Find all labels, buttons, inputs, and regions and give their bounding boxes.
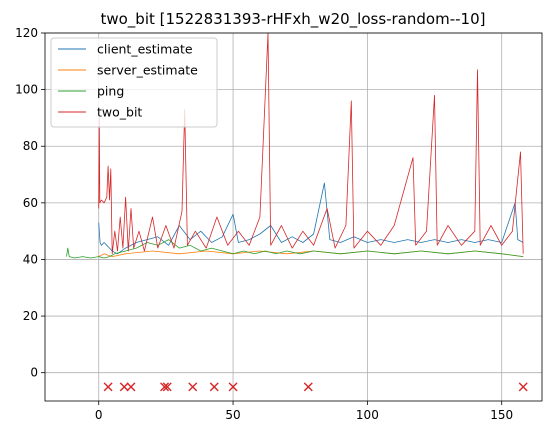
loss-marker xyxy=(103,382,113,392)
axes-frame xyxy=(44,32,543,402)
legend-box xyxy=(50,37,218,128)
legend-label: ping xyxy=(97,84,124,99)
x-axis-ticks: 0 50 100 150 xyxy=(95,401,513,422)
loss-markers xyxy=(103,382,528,392)
loss-marker xyxy=(188,382,198,392)
legend-label: client_estimate xyxy=(97,42,193,57)
x-tick-label: 150 xyxy=(490,408,513,422)
loss-marker xyxy=(518,382,528,392)
loss-marker xyxy=(126,382,136,392)
x-tick-label: 100 xyxy=(356,408,379,422)
y-tick-label: 120 xyxy=(15,26,38,40)
series-line-ping xyxy=(66,239,524,259)
loss-marker xyxy=(119,382,129,392)
y-axis-ticks: 0 20 40 60 80 100 120 xyxy=(15,26,45,380)
x-tick-label: 0 xyxy=(95,408,103,422)
legend-label: server_estimate xyxy=(97,63,198,78)
loss-marker xyxy=(228,382,238,392)
y-tick-label: 0 xyxy=(30,366,38,380)
series-lines xyxy=(66,32,524,259)
loss-marker xyxy=(209,382,219,392)
loss-marker xyxy=(303,382,313,392)
y-tick-label: 20 xyxy=(23,309,38,323)
loss-marker xyxy=(162,382,172,392)
y-tick-label: 100 xyxy=(15,83,38,97)
legend-label: two_bit xyxy=(97,105,142,120)
y-tick-label: 80 xyxy=(23,139,38,153)
x-tick-label: 50 xyxy=(225,408,240,422)
y-tick-label: 40 xyxy=(23,252,38,266)
loss-marker xyxy=(160,382,170,392)
y-tick-label: 60 xyxy=(23,196,38,210)
chart-title: two_bit [1522831393-rHFxh_w20_loss-rando… xyxy=(100,10,485,29)
series-line-two-bit xyxy=(98,32,524,255)
